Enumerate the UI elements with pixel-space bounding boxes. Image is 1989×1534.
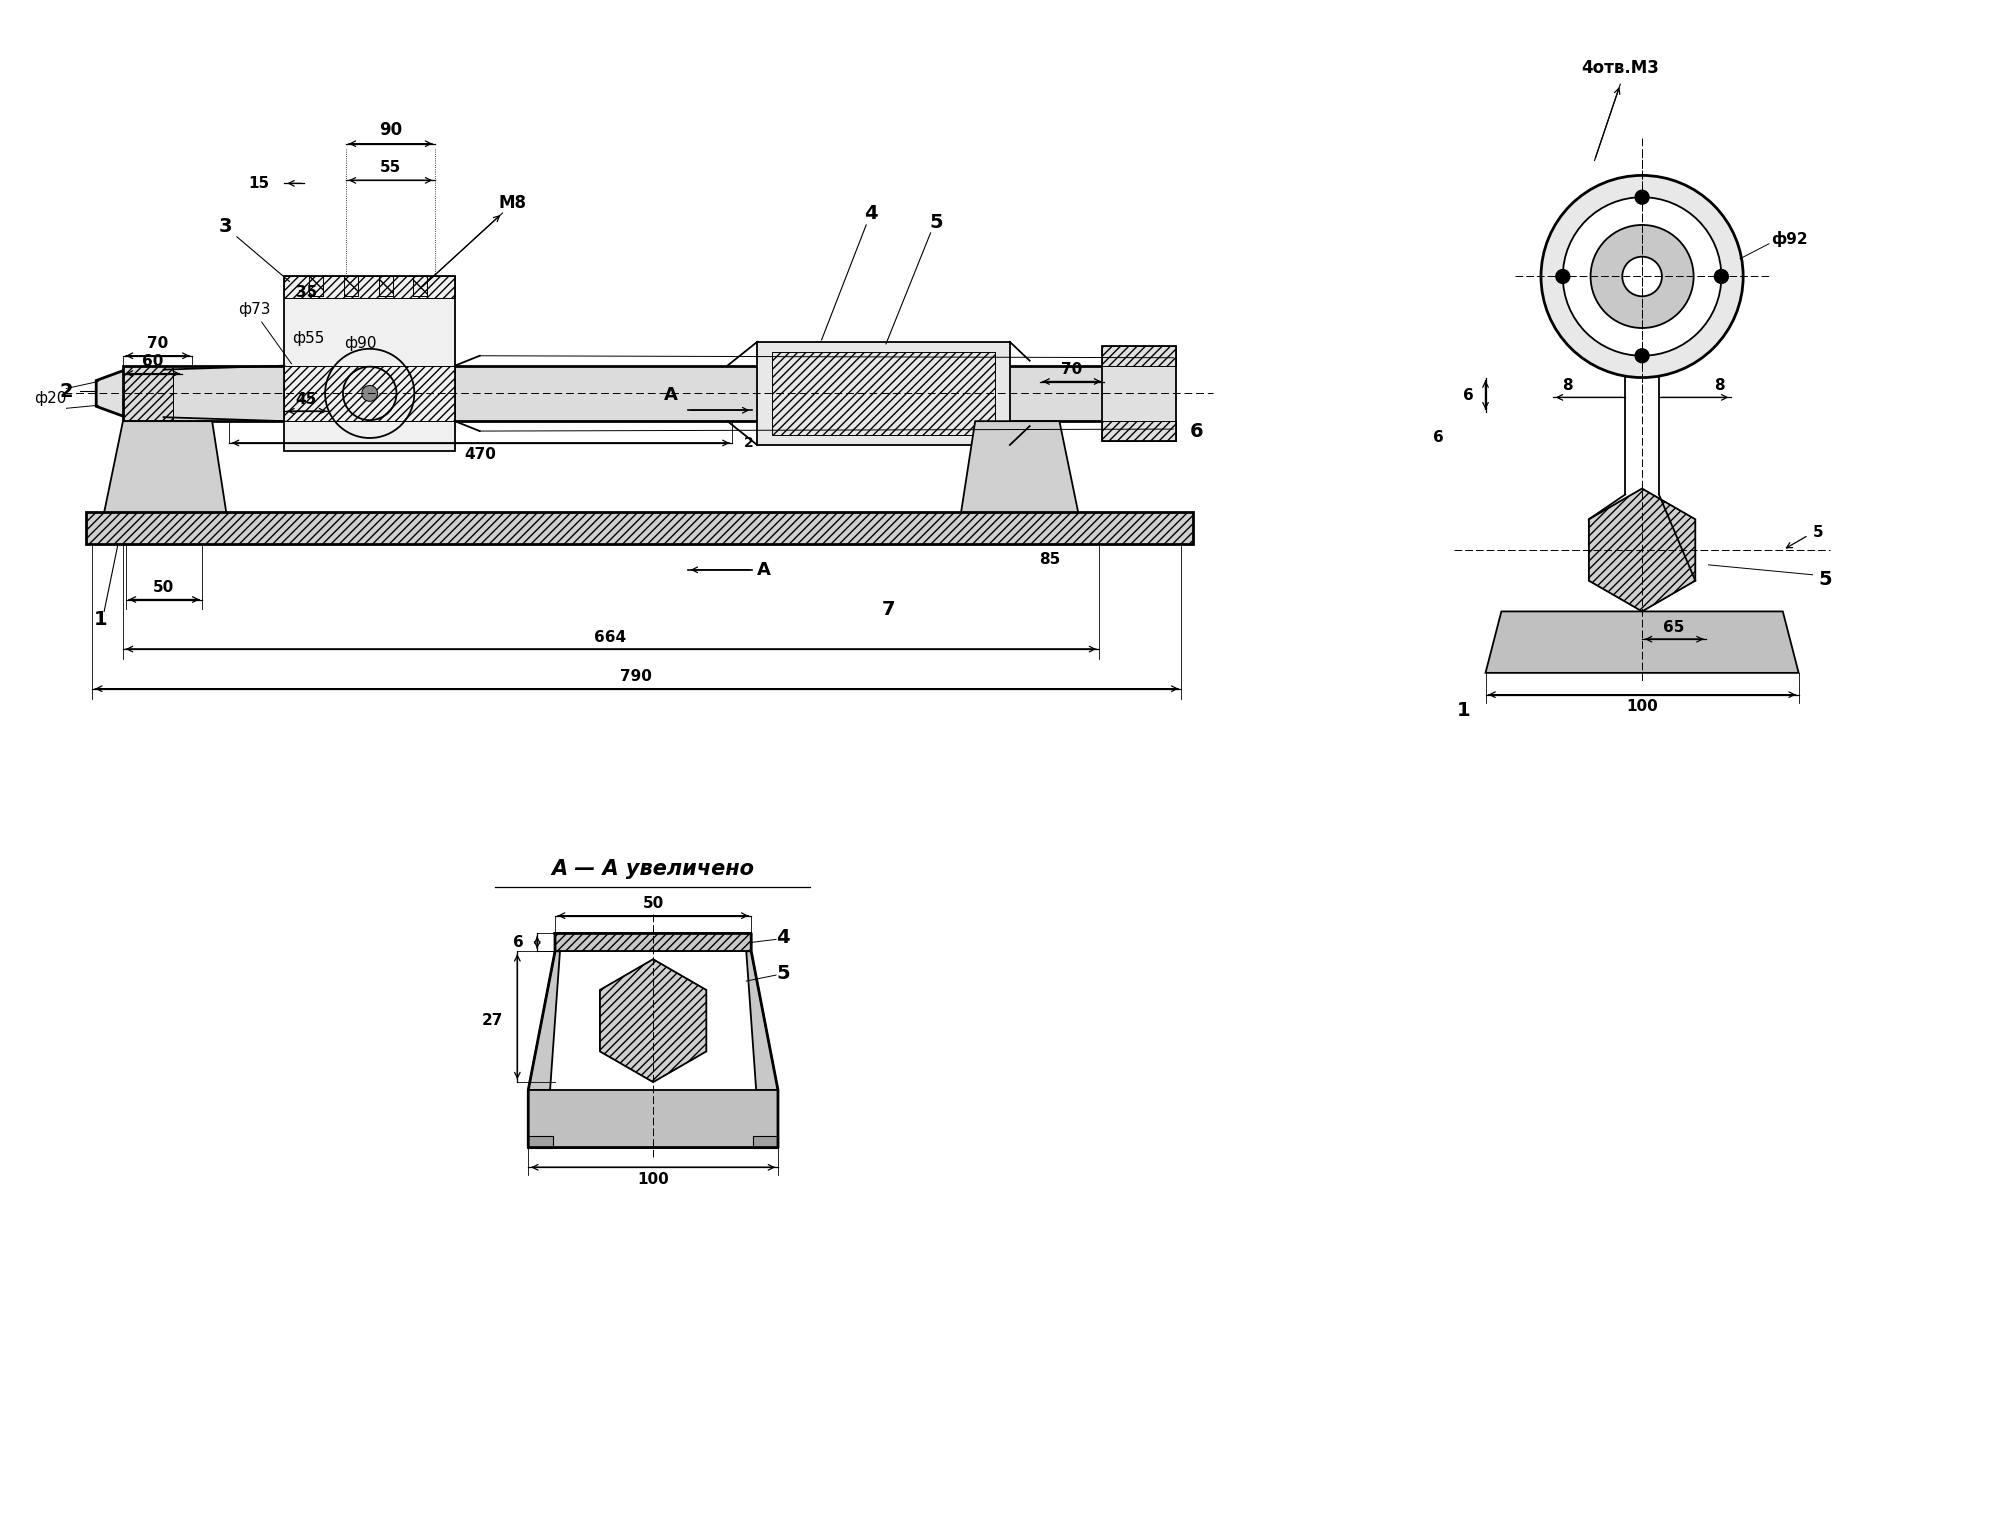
Text: ф20: ф20 <box>34 391 68 407</box>
Text: 50: 50 <box>642 896 664 911</box>
Bar <box>529 1135 553 1147</box>
Bar <box>86 512 1193 545</box>
Bar <box>414 276 428 296</box>
Bar <box>1102 345 1175 365</box>
Text: 6: 6 <box>1434 430 1444 445</box>
Bar <box>123 365 1174 422</box>
Bar <box>1102 422 1175 440</box>
Text: 1: 1 <box>93 611 107 629</box>
Text: 45: 45 <box>296 391 316 407</box>
Bar <box>754 1135 778 1147</box>
Text: 35: 35 <box>296 285 316 299</box>
Text: 6: 6 <box>1189 422 1203 440</box>
Text: 790: 790 <box>621 669 652 684</box>
Circle shape <box>1555 270 1569 284</box>
Text: 8: 8 <box>1715 377 1724 393</box>
Bar <box>284 276 455 298</box>
Bar <box>125 370 165 417</box>
Text: 55: 55 <box>380 160 402 175</box>
Text: 5: 5 <box>929 213 943 233</box>
Circle shape <box>1715 270 1728 284</box>
Bar <box>772 351 994 436</box>
Text: 8: 8 <box>1563 377 1573 393</box>
Text: 70: 70 <box>147 336 169 351</box>
Text: 100: 100 <box>1627 700 1659 713</box>
Polygon shape <box>529 951 561 1091</box>
Text: ф73: ф73 <box>239 302 271 316</box>
Text: 4: 4 <box>865 204 877 222</box>
Bar <box>378 276 392 296</box>
Text: 50: 50 <box>153 580 175 595</box>
Text: 60: 60 <box>141 354 163 370</box>
Circle shape <box>1591 225 1693 328</box>
Text: 5: 5 <box>776 963 790 983</box>
Polygon shape <box>103 422 227 517</box>
Bar <box>758 342 1010 445</box>
Text: 2: 2 <box>744 436 754 449</box>
Circle shape <box>1541 175 1742 377</box>
Bar <box>378 276 392 296</box>
Text: ф55: ф55 <box>292 331 324 347</box>
Bar <box>284 365 455 422</box>
Bar <box>123 365 173 422</box>
Polygon shape <box>601 959 706 1081</box>
Bar <box>344 276 358 296</box>
Bar <box>772 351 994 436</box>
Polygon shape <box>95 370 125 417</box>
Bar <box>555 934 752 951</box>
Text: 6: 6 <box>513 934 523 950</box>
Text: 5: 5 <box>1812 525 1824 540</box>
Circle shape <box>1635 348 1649 362</box>
Bar <box>529 1091 778 1147</box>
Text: 470: 470 <box>465 448 497 462</box>
Polygon shape <box>1589 488 1695 612</box>
Bar <box>125 370 165 417</box>
Bar <box>284 276 455 451</box>
Text: 27: 27 <box>481 1012 503 1028</box>
Text: М8: М8 <box>499 195 527 212</box>
Bar <box>308 276 322 296</box>
Text: ф90: ф90 <box>344 336 378 351</box>
Text: А: А <box>664 387 678 405</box>
Bar <box>1102 345 1175 365</box>
Text: А: А <box>758 561 772 578</box>
Text: 100: 100 <box>636 1172 668 1187</box>
Bar <box>123 365 173 422</box>
Text: 6: 6 <box>1462 388 1474 403</box>
Text: 5: 5 <box>1818 571 1832 589</box>
Circle shape <box>1623 256 1663 296</box>
Bar <box>284 276 455 298</box>
Text: ф92: ф92 <box>1770 230 1808 247</box>
Circle shape <box>362 385 378 402</box>
Text: 7: 7 <box>883 600 895 618</box>
Text: 1: 1 <box>1456 701 1470 719</box>
Bar <box>86 512 1193 545</box>
Text: 90: 90 <box>380 121 402 138</box>
Text: А — А увеличено: А — А увеличено <box>551 859 754 879</box>
Text: 664: 664 <box>595 629 627 644</box>
Polygon shape <box>1486 612 1798 673</box>
Text: 15: 15 <box>249 176 271 190</box>
Text: 65: 65 <box>1663 620 1685 635</box>
Polygon shape <box>961 422 1080 517</box>
Bar <box>86 512 1193 545</box>
Bar <box>284 365 455 422</box>
Circle shape <box>1635 190 1649 204</box>
Bar <box>1102 345 1175 440</box>
Text: 4: 4 <box>776 928 790 946</box>
Bar <box>414 276 428 296</box>
Bar <box>308 276 322 296</box>
Polygon shape <box>746 951 778 1091</box>
Text: 3: 3 <box>219 218 233 236</box>
Bar <box>1102 422 1175 440</box>
Text: 70: 70 <box>1060 362 1082 377</box>
Text: 4отв.М3: 4отв.М3 <box>1581 60 1659 77</box>
Bar <box>344 276 358 296</box>
Text: 85: 85 <box>1038 552 1060 568</box>
Bar <box>555 934 752 951</box>
Bar <box>555 934 752 951</box>
Text: 2: 2 <box>60 382 74 400</box>
Circle shape <box>1563 198 1720 356</box>
